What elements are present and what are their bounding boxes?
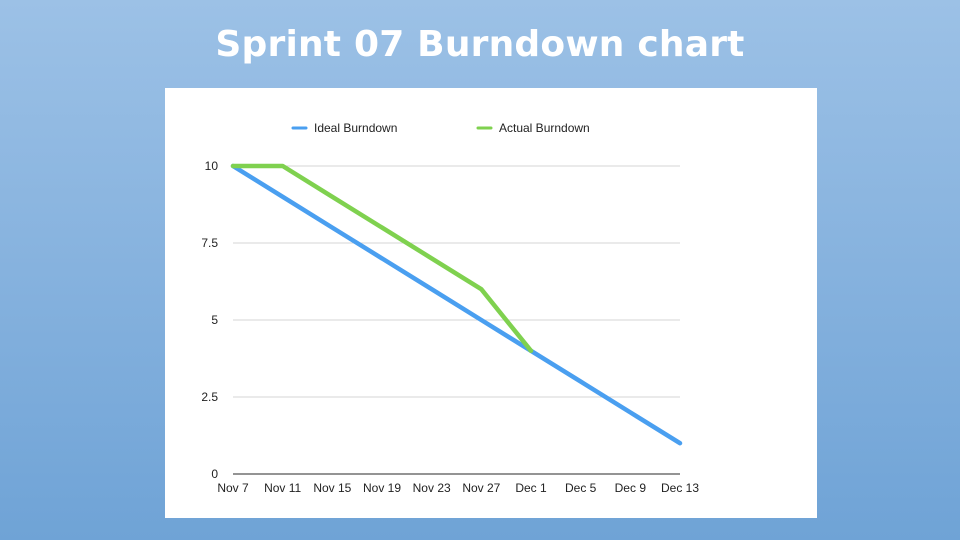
burndown-chart: 0 2.5 5 7.5 10 Nov 7 Nov 11 Nov 15 Nov 19 Nov 23 N… [201,121,699,495]
chart-panel: 0 2.5 5 7.5 10 Nov 7 Nov 11 Nov 15 Nov 19 Nov 23 N… [165,88,817,518]
axis-layer: 0 2.5 5 7.5 10 Nov 7 Nov 11 Nov 15 Nov 19 Nov 23 N… [201,159,699,495]
ideal-burndown-legend-label: Ideal Burndown [314,121,397,135]
y-tick-label: 5 [211,313,218,327]
grid-layer [233,165,680,398]
slide-title: Sprint 07 Burndown chart [215,24,745,65]
y-tick-label: 7.5 [201,236,218,250]
x-tick-label: Dec 9 [615,481,647,495]
x-tick-label: Nov 7 [217,481,249,495]
x-tick-label: Nov 23 [413,481,451,495]
x-tick-label: Dec 5 [565,481,597,495]
x-tick-label: Nov 27 [462,481,500,495]
legend-layer: Ideal Burndown Actual Burndown [291,121,590,135]
x-tick-label: Nov 11 [264,481,301,495]
actual-burndown-line [230,163,534,354]
x-tick-label: Dec 13 [661,481,699,495]
x-tick-label: Nov 19 [363,481,401,495]
x-tick-label: Nov 15 [313,481,351,495]
actual-burndown-legend-label: Actual Burndown [499,121,590,135]
y-tick-label: 0 [211,467,218,481]
series-layer [230,163,683,446]
y-tick-label: 10 [205,159,219,173]
y-tick-label: 2.5 [201,390,218,404]
x-tick-label: Dec 1 [515,481,547,495]
ideal-burndown-line [230,163,683,446]
